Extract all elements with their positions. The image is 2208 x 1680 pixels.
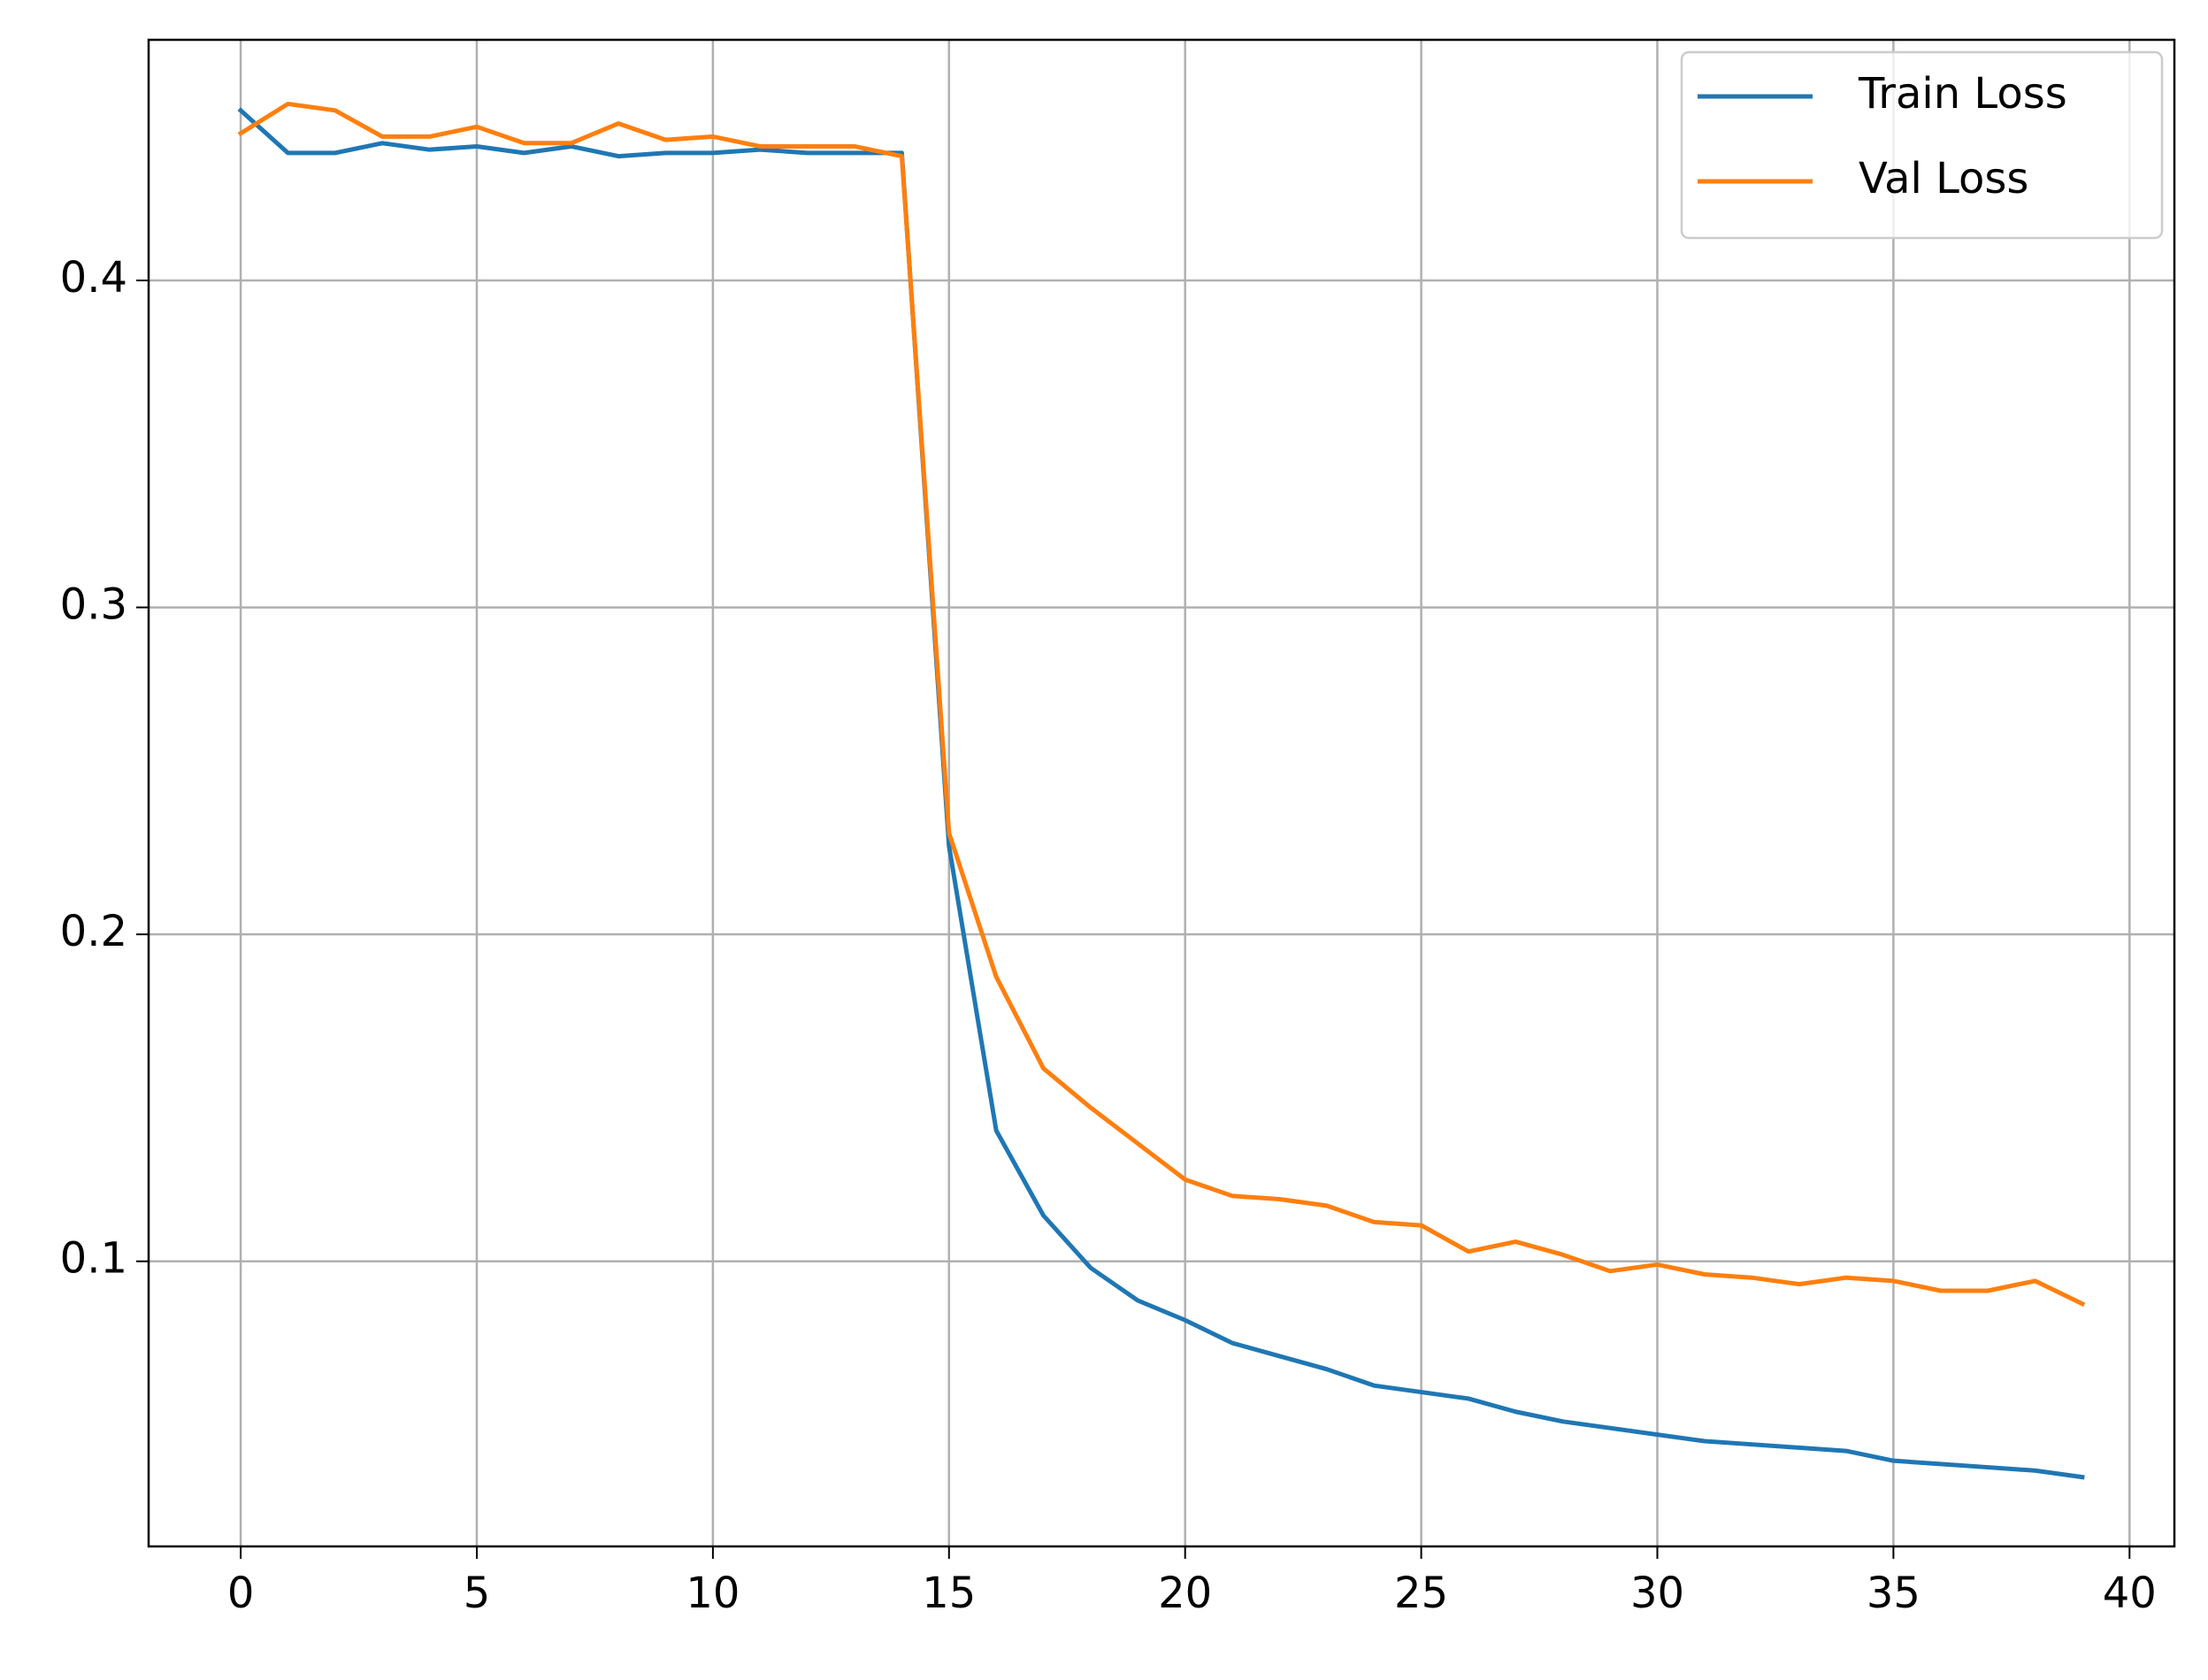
grid bbox=[149, 40, 2174, 1546]
series-line bbox=[237, 101, 2086, 1308]
legend-label: Val Loss bbox=[1859, 154, 2028, 203]
axes-frame bbox=[147, 38, 2176, 1548]
plot-lines bbox=[237, 101, 2086, 1480]
legend-label: Train Loss bbox=[1858, 69, 2067, 119]
y-tick-label: 0.3 bbox=[60, 580, 127, 630]
x-tick-label: 20 bbox=[1158, 1569, 1212, 1618]
ticks: 0 5 10 15 20 25 30 35 40 0.1 0.2 0.3 0.4 bbox=[60, 253, 2157, 1618]
x-tick-label: 10 bbox=[686, 1569, 740, 1618]
x-tick-label: 5 bbox=[464, 1569, 491, 1618]
x-tick-label: 35 bbox=[1867, 1569, 1920, 1618]
x-tick-label: 15 bbox=[922, 1569, 976, 1618]
series-line bbox=[237, 107, 2085, 1480]
y-tick-label: 0.2 bbox=[60, 907, 127, 956]
x-tick-label: 25 bbox=[1394, 1569, 1448, 1618]
x-tick-label: 30 bbox=[1630, 1569, 1684, 1618]
legend: Train Loss Val Loss bbox=[1680, 50, 2164, 240]
x-tick-label: 0 bbox=[227, 1569, 255, 1618]
x-tick-label: 40 bbox=[2103, 1569, 2157, 1618]
y-tick-label: 0.4 bbox=[60, 253, 127, 303]
y-tick-label: 0.1 bbox=[60, 1234, 127, 1284]
